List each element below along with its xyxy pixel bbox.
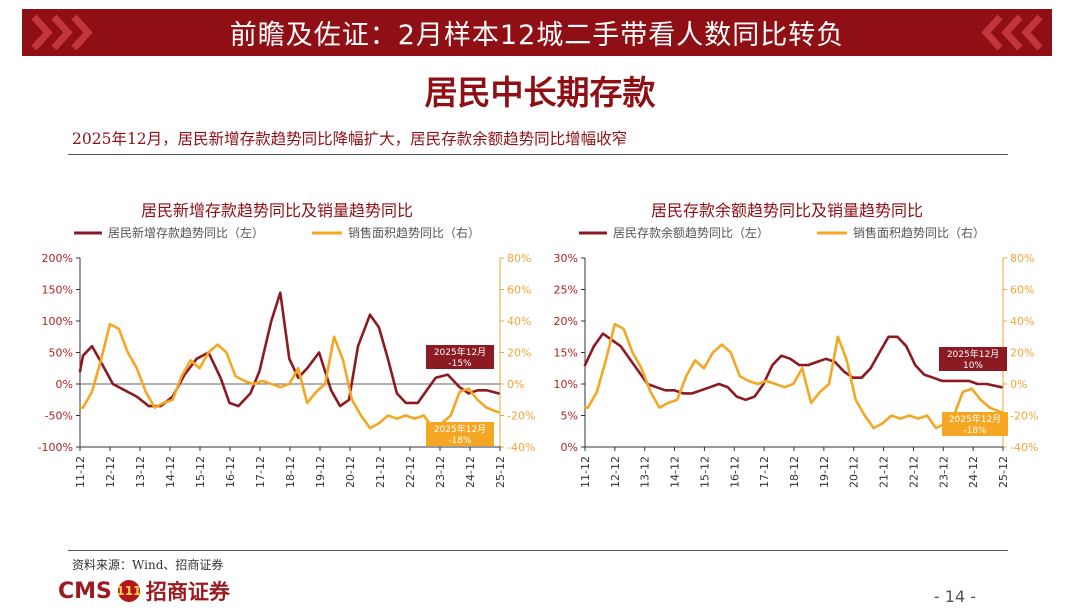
- legend-label-left: 居民存款余额趋势同比（左）: [613, 225, 769, 240]
- right-tick-label: 20%: [507, 347, 531, 360]
- x-tick-label: 23-12: [937, 456, 950, 488]
- logo-badge-icon: 111: [116, 580, 141, 602]
- x-tick-label: 14-12: [669, 456, 682, 488]
- x-tick-label: 24-12: [967, 456, 980, 488]
- left-tick-label: 100%: [42, 315, 73, 328]
- legend-label-left: 居民新增存款趋势同比（左）: [108, 225, 264, 240]
- x-tick-label: 25-12: [997, 456, 1010, 488]
- left-tick-label: 20%: [554, 315, 578, 328]
- x-tick-label: 19-12: [818, 456, 831, 488]
- series-line-right: [583, 322, 1003, 430]
- title-banner: 前瞻及佐证：2月样本12城二手带看人数同比转负: [22, 9, 1052, 56]
- x-tick-label: 13-12: [639, 456, 652, 488]
- right-tick-label: 40%: [507, 315, 531, 328]
- callout-date: 2025年12月: [434, 423, 486, 435]
- x-tick-label: 24-12: [464, 456, 477, 488]
- left-tick-label: -100%: [38, 441, 73, 454]
- callout-value: 10%: [963, 361, 983, 371]
- x-tick-label: 25-12: [494, 456, 507, 488]
- left-tick-label: 5%: [561, 410, 578, 423]
- left-tick-label: 0%: [56, 378, 73, 391]
- legend-label-right: 销售面积趋势同比（右）: [348, 225, 480, 240]
- x-tick-label: 23-12: [434, 456, 447, 488]
- right-tick-label: 60%: [507, 284, 531, 297]
- callout-box: [939, 347, 1007, 371]
- x-tick-label: 16-12: [728, 456, 741, 488]
- x-tick-label: 18-12: [788, 456, 801, 488]
- logo-cn-text: 招商证券: [145, 579, 230, 604]
- right-tick-label: -20%: [507, 410, 535, 423]
- right-tick-label: 80%: [1010, 252, 1034, 265]
- series-line-right: [78, 322, 500, 430]
- x-tick-label: 20-12: [848, 456, 861, 488]
- callout-box: [942, 412, 1008, 436]
- callout-value: -18%: [963, 426, 987, 436]
- page-number: - 14 -: [933, 587, 976, 606]
- chevron-decoration-right-icon: [981, 14, 1043, 51]
- top-divider: [68, 154, 1008, 155]
- right-tick-label: -20%: [1010, 410, 1038, 423]
- right-tick-label: 40%: [1010, 315, 1034, 328]
- x-tick-label: 16-12: [224, 456, 237, 488]
- callout-box: [426, 345, 494, 369]
- callout-date: 2025年12月: [434, 346, 486, 358]
- left-tick-label: 0%: [561, 441, 578, 454]
- callout-date: 2025年12月: [947, 348, 999, 360]
- right-tick-label: -40%: [507, 441, 535, 454]
- x-tick-label: 17-12: [758, 456, 771, 488]
- right-tick-label: -40%: [1010, 441, 1038, 454]
- x-tick-label: 19-12: [314, 456, 327, 488]
- source-note: 资料来源：Wind、招商证券: [72, 558, 224, 572]
- right-tick-label: 60%: [1010, 284, 1034, 297]
- left-tick-label: 10%: [554, 378, 578, 391]
- x-tick-label: 15-12: [698, 456, 711, 488]
- x-tick-label: 11-12: [74, 456, 87, 488]
- callout-value: -18%: [448, 436, 472, 446]
- bottom-divider: [68, 550, 1008, 551]
- right-tick-label: 0%: [1010, 378, 1027, 391]
- x-tick-label: 22-12: [907, 456, 920, 488]
- logo-cms-text: CMS: [58, 578, 112, 604]
- x-tick-label: 17-12: [254, 456, 267, 488]
- callout-box: [426, 422, 494, 446]
- right-tick-label: 0%: [507, 378, 524, 391]
- chevron-decoration-left-icon: [31, 14, 93, 51]
- x-tick-label: 21-12: [878, 456, 891, 488]
- subtitle: 2025年12月，居民新增存款趋势同比降幅扩大，居民存款余额趋势同比增幅收窄: [72, 130, 628, 148]
- series-line-left: [78, 291, 500, 408]
- x-tick-label: 12-12: [609, 456, 622, 488]
- left-tick-label: 15%: [554, 347, 578, 360]
- x-tick-label: 18-12: [284, 456, 297, 488]
- callout-date: 2025年12月: [949, 413, 1001, 425]
- right-tick-label: 80%: [507, 252, 531, 265]
- left-tick-label: 150%: [42, 284, 73, 297]
- company-logo: CMS 111 招商证券: [58, 576, 230, 606]
- x-tick-label: 21-12: [374, 456, 387, 488]
- section-title: 居民中长期存款: [424, 73, 656, 112]
- slide-title: 前瞻及佐证：2月样本12城二手带看人数同比转负: [229, 20, 845, 51]
- left-tick-label: 200%: [42, 252, 73, 265]
- chart-title: 居民新增存款趋势同比及销量趋势同比: [141, 201, 413, 220]
- series-line-left: [583, 332, 1003, 402]
- callout-value: -15%: [448, 359, 472, 369]
- legend-label-right: 销售面积趋势同比（右）: [853, 225, 985, 240]
- x-tick-label: 13-12: [134, 456, 147, 488]
- left-tick-label: 50%: [49, 347, 73, 360]
- x-tick-label: 12-12: [104, 456, 117, 488]
- right-tick-label: 20%: [1010, 347, 1034, 360]
- chart-title: 居民存款余额趋势同比及销量趋势同比: [651, 201, 923, 220]
- left-tick-label: -50%: [45, 410, 73, 423]
- x-tick-label: 15-12: [194, 456, 207, 488]
- left-tick-label: 25%: [554, 284, 578, 297]
- x-tick-label: 11-12: [579, 456, 592, 488]
- x-tick-label: 22-12: [404, 456, 417, 488]
- x-tick-label: 20-12: [344, 456, 357, 488]
- left-tick-label: 30%: [554, 252, 578, 265]
- x-tick-label: 14-12: [164, 456, 177, 488]
